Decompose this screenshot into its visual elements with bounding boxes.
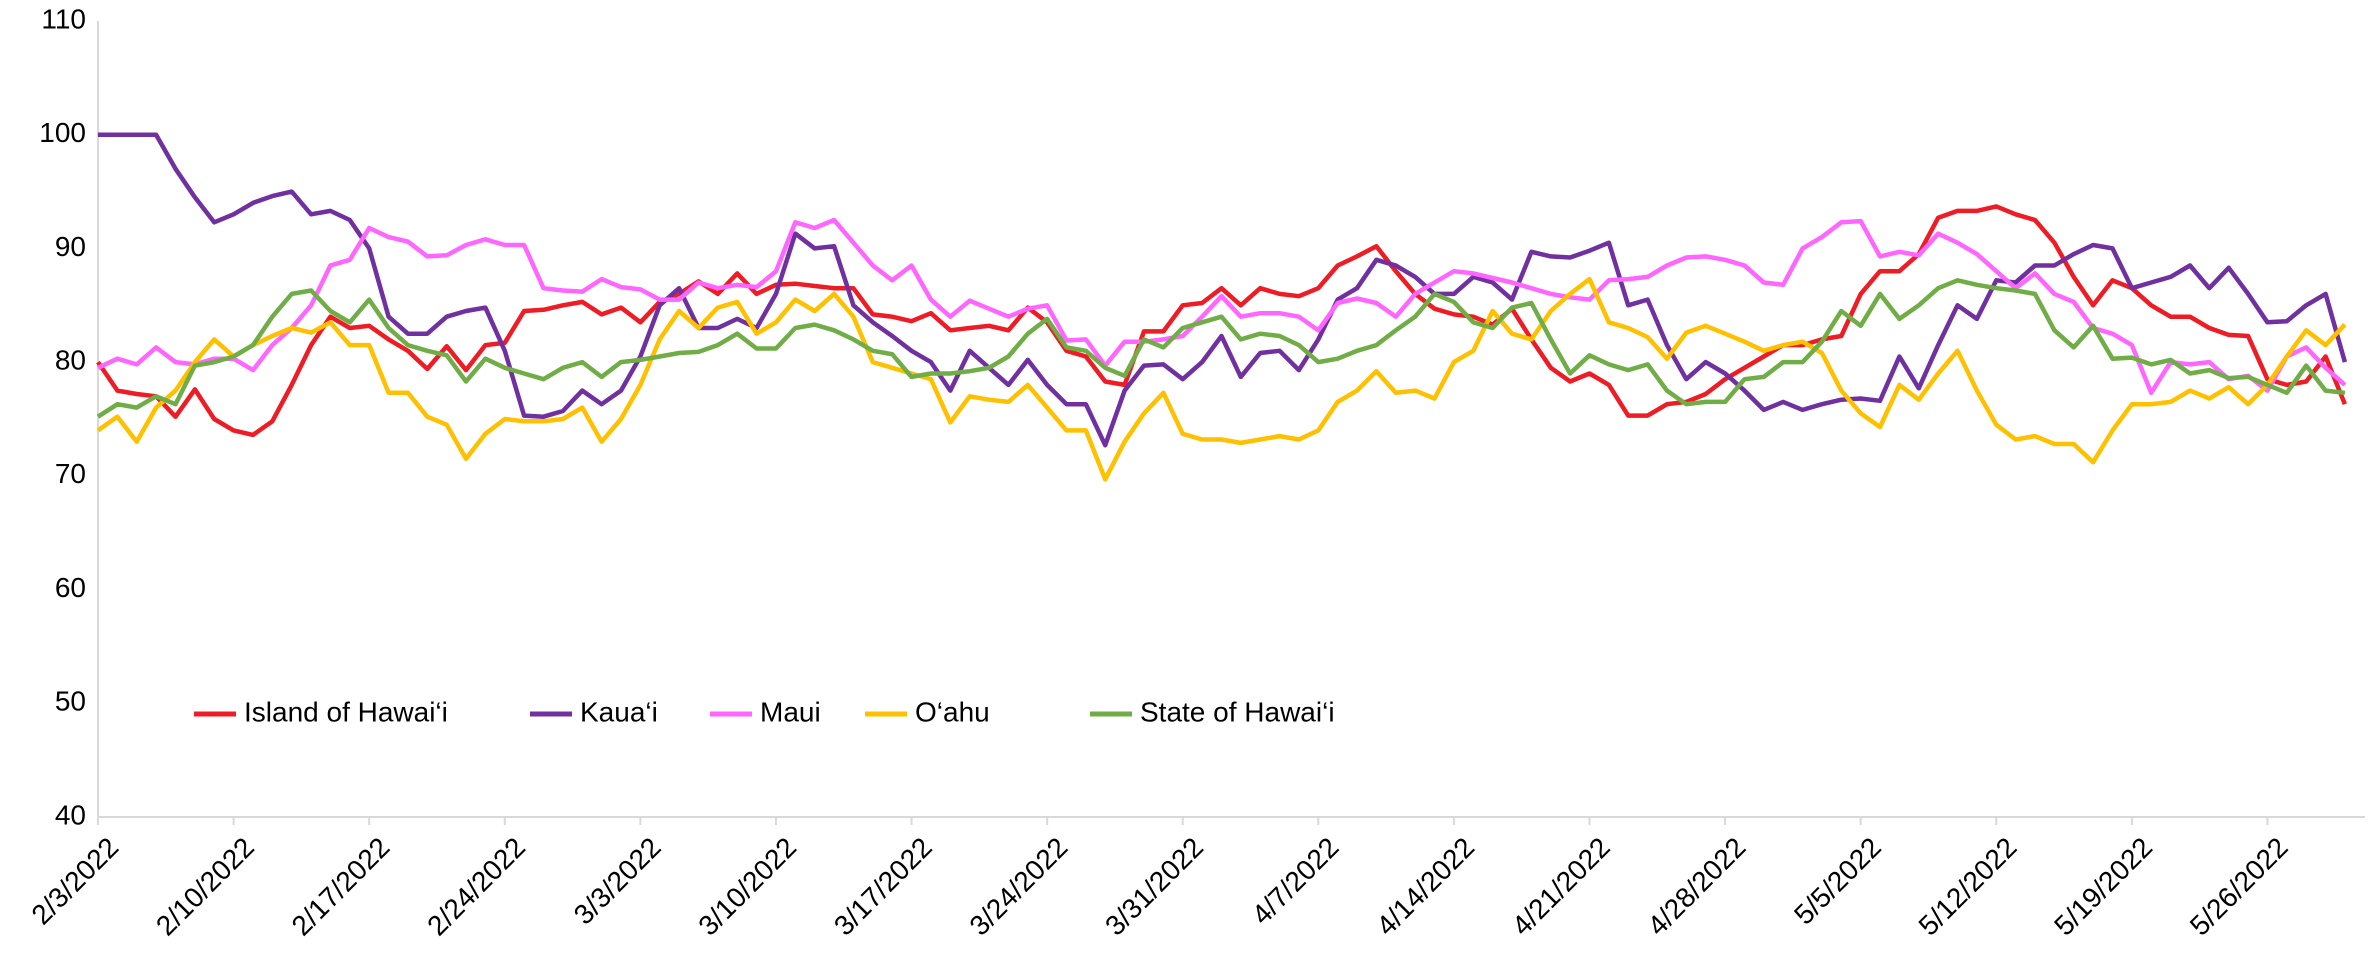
x-tick-label: 3/17/2022	[828, 831, 938, 941]
legend-label: Kaua‘i	[580, 696, 658, 727]
legend-label: O‘ahu	[915, 696, 990, 727]
y-tick-label: 90	[55, 231, 86, 262]
x-tick-label: 5/19/2022	[2048, 831, 2158, 941]
x-tick-label: 4/21/2022	[1506, 831, 1616, 941]
y-tick-label: 60	[55, 572, 86, 603]
y-tick-label: 80	[55, 345, 86, 376]
x-tick-label: 2/10/2022	[150, 831, 260, 941]
x-tick-label: 4/7/2022	[1246, 831, 1345, 930]
y-tick-label: 110	[41, 3, 86, 34]
y-tick-label: 40	[55, 799, 86, 830]
x-tick-label: 3/24/2022	[964, 831, 1074, 941]
legend-label: State of Hawai‘i	[1140, 696, 1335, 727]
legend-label: Maui	[760, 696, 821, 727]
series-line	[96, 276, 2347, 482]
x-tick-label: 2/24/2022	[421, 831, 531, 941]
series-line	[96, 278, 2346, 419]
series-line	[97, 217, 2347, 396]
x-tick-label: 5/5/2022	[1788, 831, 1887, 930]
x-tick-label: 2/17/2022	[286, 831, 396, 941]
x-tick-label: 5/26/2022	[2184, 831, 2294, 941]
x-tick-label: 3/3/2022	[568, 831, 667, 930]
x-tick-label: 5/12/2022	[1913, 831, 2023, 941]
legend-label: Island of Hawai‘i	[244, 696, 448, 727]
x-tick-label: 4/14/2022	[1370, 831, 1480, 941]
y-tick-label: 70	[55, 458, 86, 489]
x-tick-label: 4/28/2022	[1641, 831, 1751, 941]
x-tick-label: 2/3/2022	[25, 831, 124, 930]
x-tick-label: 3/10/2022	[692, 831, 802, 941]
series-line	[98, 132, 2348, 448]
series-line	[96, 204, 2347, 438]
x-tick-label: 3/31/2022	[1099, 831, 1209, 941]
y-tick-label: 100	[39, 117, 86, 148]
y-tick-label: 50	[55, 686, 86, 717]
